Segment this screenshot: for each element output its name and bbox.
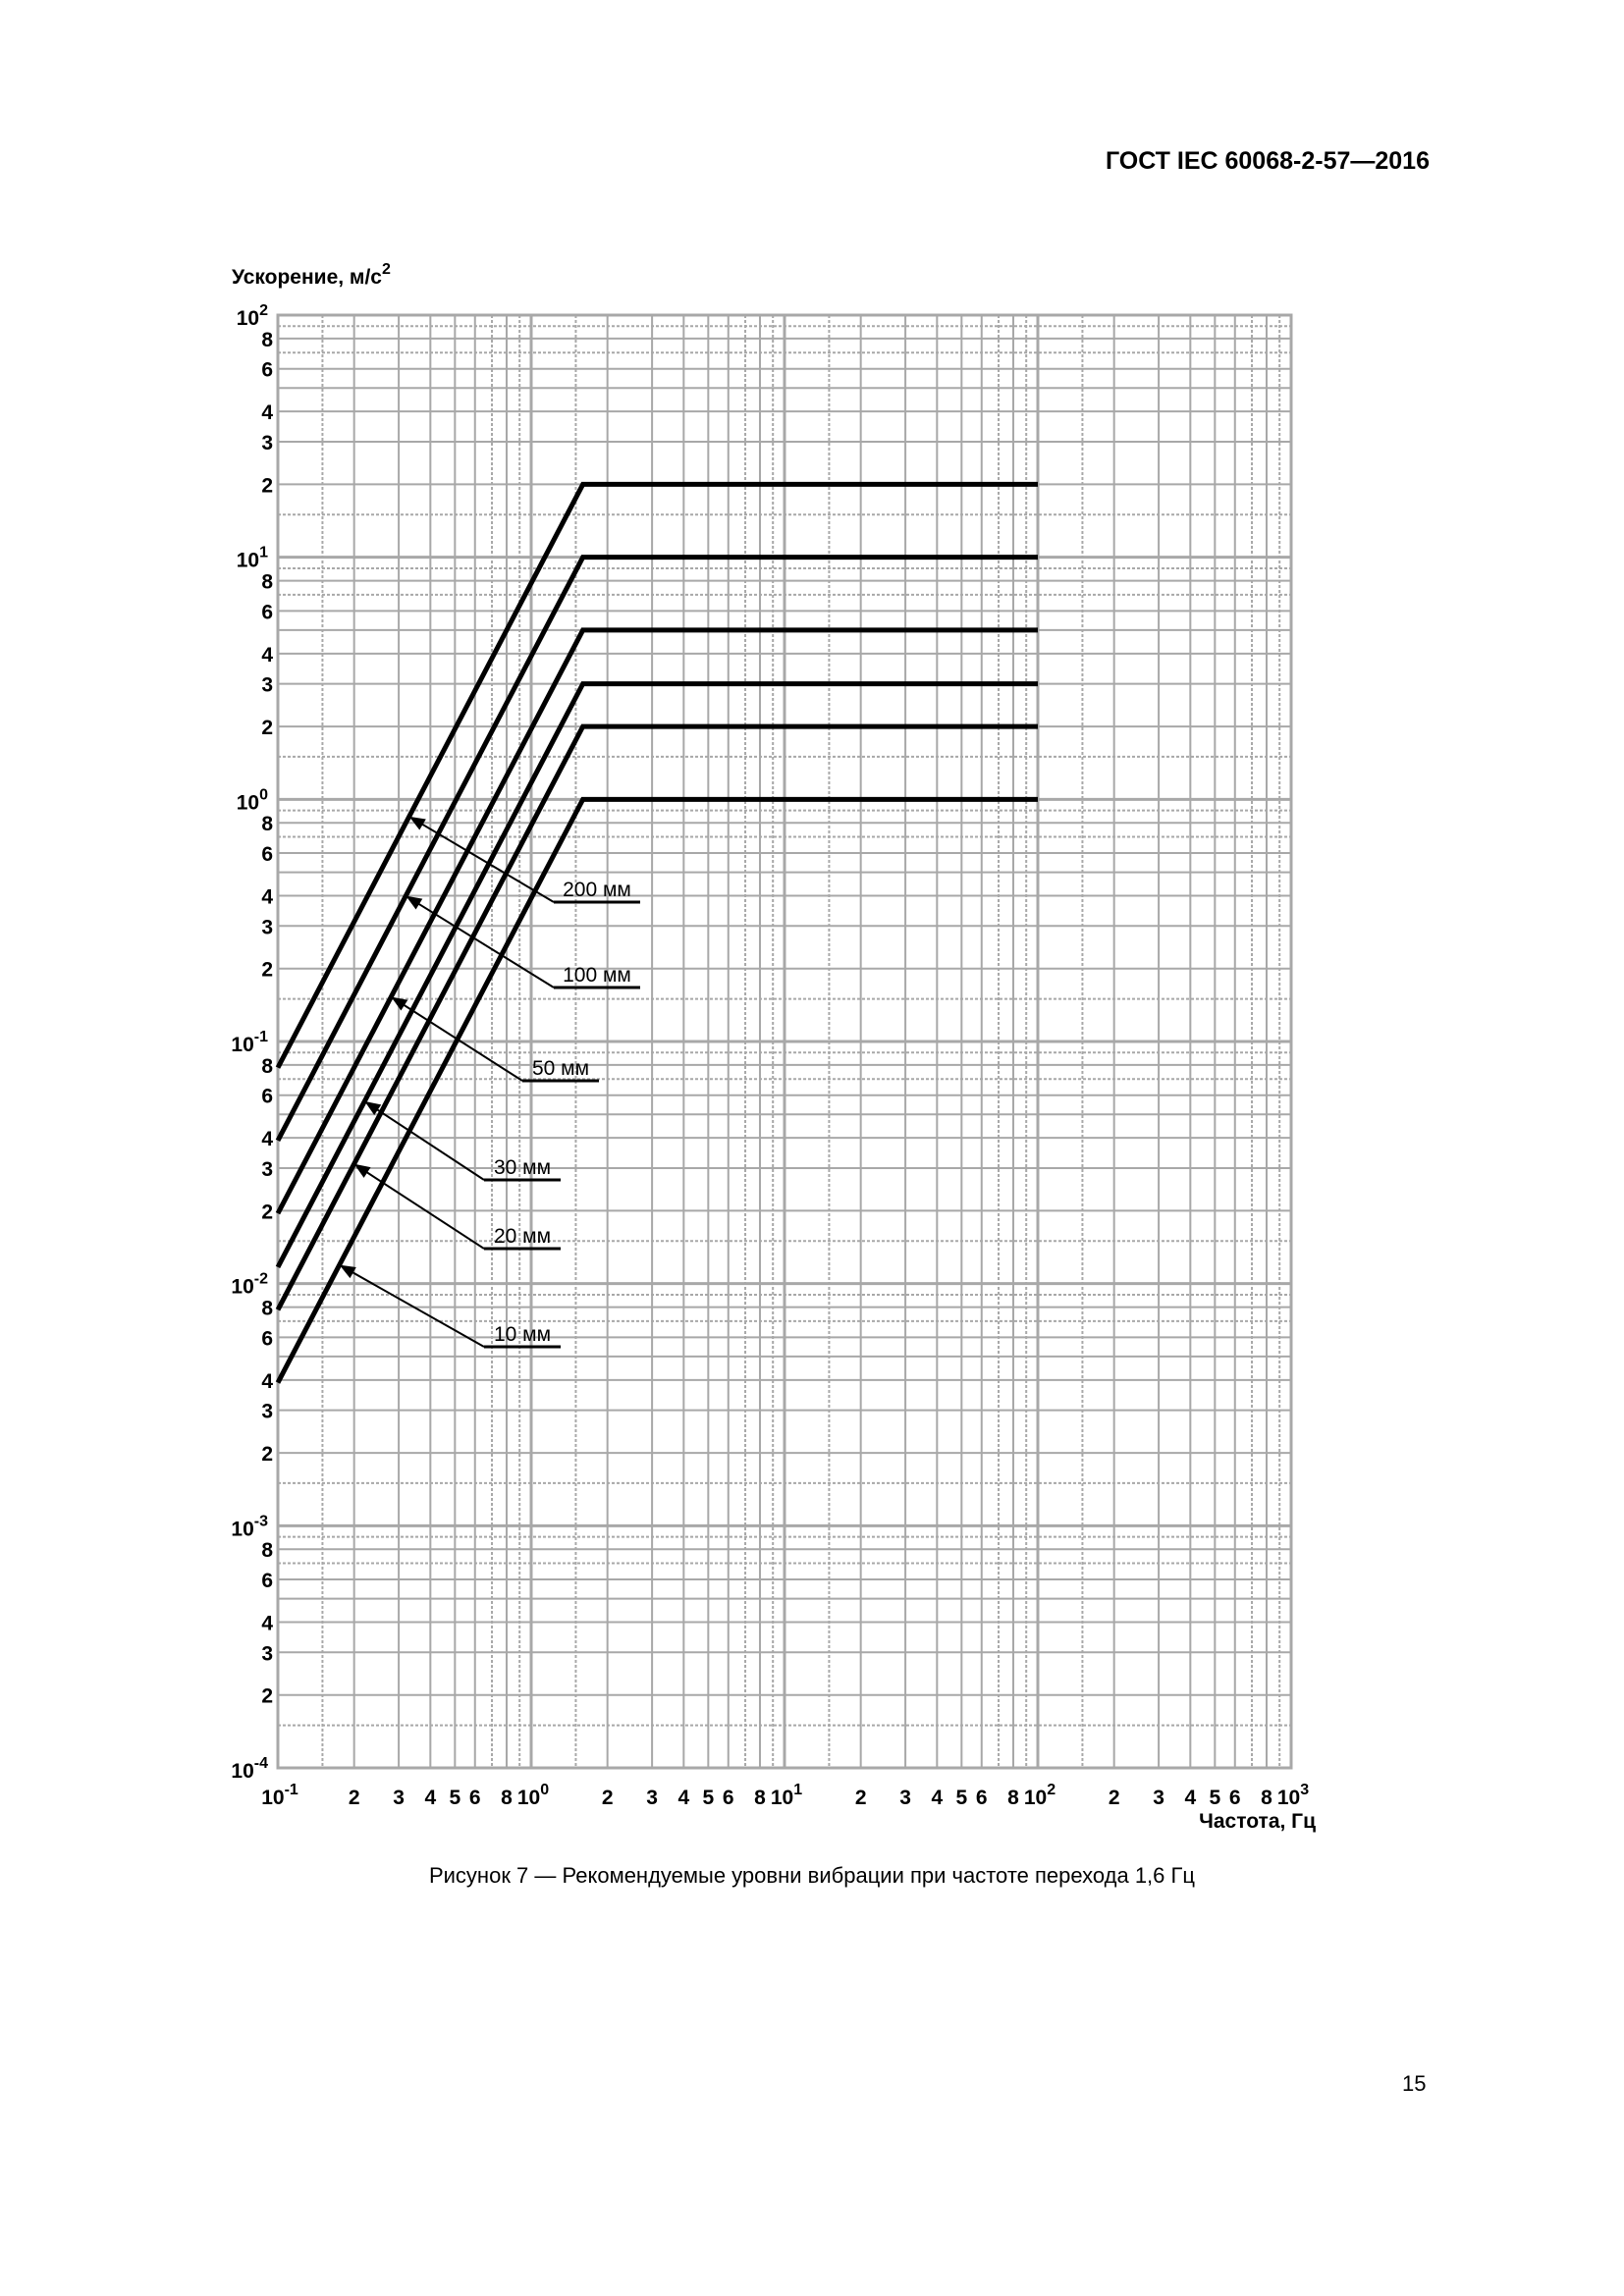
x-tick-label: 3: [646, 1787, 658, 1809]
x-tick-label: 8: [1261, 1787, 1272, 1809]
y-tick-label: 10-4: [231, 1755, 268, 1783]
x-tick-label: 3: [1153, 1787, 1164, 1809]
series-label: 50 мм: [532, 1057, 589, 1080]
x-tick-label: 6: [723, 1787, 734, 1809]
x-tick-label: 10-1: [261, 1782, 298, 1809]
y-tick-label: 8: [261, 1055, 273, 1078]
x-tick-label: 102: [1024, 1782, 1056, 1809]
series-line-100мм: [275, 555, 1038, 1143]
y-tick-label: 2: [261, 1443, 273, 1466]
leader-arrow: [353, 1162, 485, 1250]
x-tick-label: 101: [771, 1782, 802, 1809]
x-tick-label: 4: [677, 1787, 689, 1809]
y-tick-label: 6: [261, 1570, 273, 1592]
series-label: 100 мм: [563, 964, 631, 987]
y-tick-label: 6: [261, 601, 273, 623]
series-line-30мм: [275, 681, 1038, 1269]
series-line-200мм: [275, 481, 1038, 1069]
y-tick-label: 8: [261, 329, 273, 351]
x-tick-label: 5: [702, 1787, 714, 1809]
x-axis-label: Частота, Гц: [1199, 1810, 1316, 1833]
y-tick-label: 101: [237, 545, 268, 572]
x-tick-label: 2: [855, 1787, 867, 1809]
y-tick-label: 8: [261, 571, 273, 594]
x-tick-label: 6: [469, 1787, 481, 1809]
y-tick-label: 2: [261, 474, 273, 497]
grid: [276, 313, 1293, 1770]
series-label: 200 мм: [563, 879, 631, 901]
page-number: 15: [1402, 2071, 1427, 2096]
y-tick-label: 3: [261, 432, 273, 454]
x-tick-label: 4: [931, 1787, 943, 1809]
series-label: 20 мм: [494, 1225, 551, 1248]
y-tick-label: 10-3: [231, 1513, 268, 1540]
x-tick-label: 100: [517, 1782, 549, 1809]
x-tick-label: 8: [501, 1787, 513, 1809]
leader-arrow: [405, 894, 555, 988]
y-tick-label: 3: [261, 1401, 273, 1423]
series-labels: 200 мм 100 мм 50 мм 30 мм 20 мм 10 мм: [339, 815, 640, 1349]
x-tick-label: 6: [976, 1787, 988, 1809]
x-tick-label: 5: [449, 1787, 460, 1809]
y-tick-label: 2: [261, 1685, 273, 1708]
leader-arrow: [390, 995, 523, 1082]
series-lines: [275, 481, 1038, 1384]
x-tick-label: 8: [754, 1787, 766, 1809]
series-line-10мм: [275, 796, 1038, 1384]
y-tick-label: 100: [237, 786, 268, 814]
series-label: 10 мм: [494, 1323, 551, 1346]
y-tick-label: 4: [261, 1612, 273, 1634]
leader-arrow: [408, 815, 555, 903]
series-label: 30 мм: [494, 1156, 551, 1179]
y-tick-label: 3: [261, 1158, 273, 1181]
y-tick-label: 4: [261, 885, 273, 908]
y-tick-label: 8: [261, 1298, 273, 1320]
y-tick-label: 10-1: [231, 1029, 268, 1056]
x-tick-label: 3: [393, 1787, 405, 1809]
y-tick-label: 4: [261, 401, 273, 424]
x-tick-label: 103: [1277, 1782, 1309, 1809]
tick-labels: 10-42346810-32346810-22346810-1234681002…: [231, 302, 1309, 1809]
x-tick-label: 2: [602, 1787, 614, 1809]
plot-frame: [276, 313, 1293, 1770]
x-tick-label: 4: [424, 1787, 436, 1809]
y-tick-label: 2: [261, 717, 273, 739]
y-tick-label: 2: [261, 1201, 273, 1223]
y-tick-label: 6: [261, 843, 273, 866]
leader-arrow: [363, 1100, 485, 1181]
y-tick-label: 3: [261, 916, 273, 938]
series-line-50мм: [275, 627, 1038, 1215]
x-tick-label: 3: [899, 1787, 911, 1809]
chart: 10-42346810-32346810-22346810-1234681002…: [231, 261, 1316, 1833]
x-tick-label: 4: [1184, 1787, 1196, 1809]
x-tick-label: 2: [1109, 1787, 1120, 1809]
y-tick-label: 4: [261, 644, 273, 667]
x-tick-label: 8: [1007, 1787, 1019, 1809]
x-tick-label: 6: [1229, 1787, 1241, 1809]
leader-arrow: [339, 1263, 485, 1348]
x-tick-label: 5: [955, 1787, 967, 1809]
y-tick-label: 4: [261, 1128, 273, 1150]
y-axis-label: Ускорение, м/с2: [232, 261, 391, 289]
document-header: ГОСТ IEC 60068-2-57—2016: [1105, 147, 1430, 175]
y-tick-label: 8: [261, 813, 273, 835]
y-tick-label: 6: [261, 1086, 273, 1108]
x-tick-label: 5: [1209, 1787, 1220, 1809]
x-tick-label: 2: [349, 1787, 360, 1809]
y-tick-label: 6: [261, 1327, 273, 1350]
figure-caption: Рисунок 7 — Рекомендуемые уровни вибраци…: [428, 1863, 1196, 1888]
y-tick-label: 3: [261, 674, 273, 697]
y-tick-label: 4: [261, 1370, 273, 1393]
y-tick-label: 8: [261, 1539, 273, 1562]
y-tick-label: 2: [261, 959, 273, 982]
y-tick-label: 3: [261, 1642, 273, 1665]
y-tick-label: 102: [237, 302, 268, 330]
y-tick-label: 10-2: [231, 1271, 268, 1299]
y-tick-label: 6: [261, 359, 273, 382]
series-line-20мм: [275, 723, 1038, 1311]
